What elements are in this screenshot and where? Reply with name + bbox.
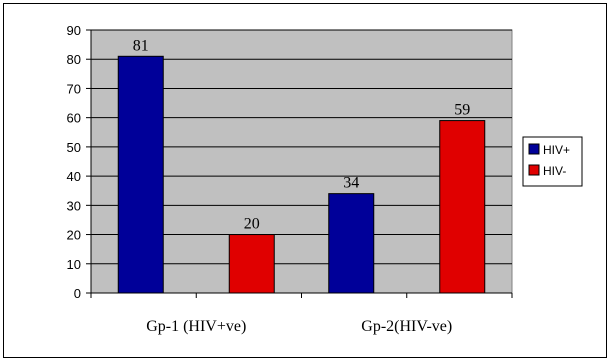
legend: HIV+ HIV- [522,136,583,187]
x-category-label-2: Gp-2(HIV-ve) [361,318,452,335]
data-label-HIV+-1: 81 [133,37,149,54]
bar-HIV--2 [439,120,486,294]
data-labels: 81 20 34 59 [133,37,471,232]
y-tick-label-0: 0 [74,286,81,301]
y-axis-ticks: 0 10 20 30 40 50 60 70 80 90 [67,23,91,301]
y-tick-label-30: 30 [67,198,81,213]
y-tick-label-50: 50 [67,140,81,155]
bar-HIV--1 [228,234,275,294]
bar-HIV+-2 [328,193,375,294]
data-label-HIV+-2: 34 [343,175,359,192]
data-label-HIV--2: 59 [454,102,470,119]
y-tick-label-80: 80 [67,52,81,67]
x-axis-labels: Gp-1 (HIV+ve) Gp-2(HIV-ve) [146,318,452,335]
legend-label-HIV+: HIV+ [543,143,570,157]
x-category-label-1: Gp-1 (HIV+ve) [146,318,246,335]
y-tick-label-20: 20 [67,228,81,243]
y-tick-label-90: 90 [67,23,81,38]
y-tick-label-10: 10 [67,257,81,272]
bars [117,55,486,294]
legend-label-HIV-: HIV- [543,164,566,178]
y-tick-label-40: 40 [67,169,81,184]
y-tick-label-70: 70 [67,81,81,96]
legend-swatch-HIV+ [528,143,540,155]
bar-HIV+-1 [117,55,164,294]
legend-swatch-HIV- [528,164,540,176]
y-tick-label-60: 60 [67,111,81,126]
data-label-HIV--1: 20 [244,216,260,233]
